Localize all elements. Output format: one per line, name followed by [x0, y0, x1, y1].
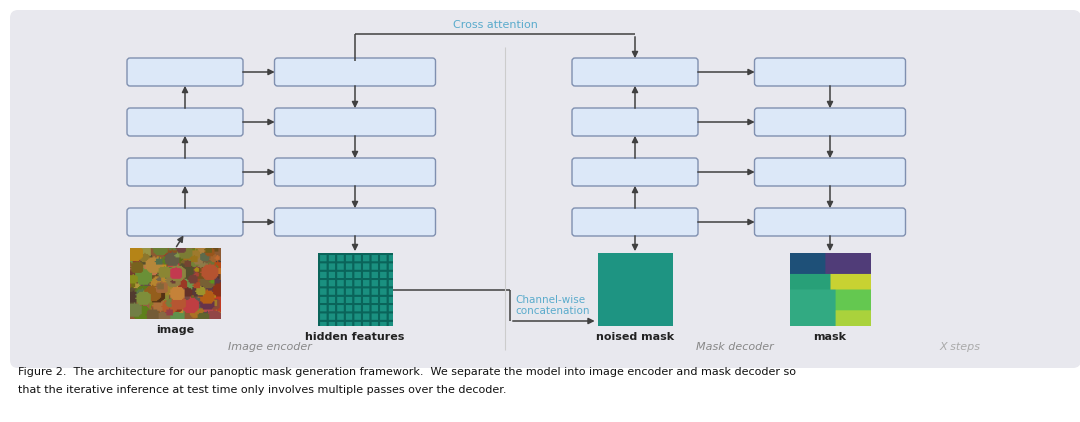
FancyBboxPatch shape — [572, 108, 698, 136]
Text: noised mask: noised mask — [596, 332, 674, 342]
Text: that the iterative inference at test time only involves multiple passes over the: that the iterative inference at test tim… — [18, 385, 507, 395]
Text: image: image — [156, 325, 194, 335]
FancyBboxPatch shape — [572, 58, 698, 86]
Text: Figure 2.  The architecture for our panoptic mask generation framework.  We sepa: Figure 2. The architecture for our panop… — [18, 367, 796, 377]
FancyBboxPatch shape — [127, 208, 243, 236]
Text: hidden features: hidden features — [306, 332, 405, 342]
Text: Channel-wise
concatenation: Channel-wise concatenation — [515, 295, 590, 316]
FancyBboxPatch shape — [274, 108, 435, 136]
Text: Cross attention: Cross attention — [453, 20, 538, 30]
FancyBboxPatch shape — [127, 58, 243, 86]
FancyBboxPatch shape — [10, 10, 1080, 368]
Text: mask: mask — [813, 332, 847, 342]
Text: X steps: X steps — [940, 342, 981, 352]
Text: Image encoder: Image encoder — [228, 342, 312, 352]
FancyBboxPatch shape — [274, 208, 435, 236]
FancyBboxPatch shape — [755, 58, 905, 86]
FancyBboxPatch shape — [572, 208, 698, 236]
FancyBboxPatch shape — [274, 58, 435, 86]
FancyBboxPatch shape — [755, 108, 905, 136]
FancyBboxPatch shape — [572, 158, 698, 186]
FancyBboxPatch shape — [755, 158, 905, 186]
FancyBboxPatch shape — [127, 108, 243, 136]
FancyBboxPatch shape — [755, 208, 905, 236]
FancyBboxPatch shape — [127, 158, 243, 186]
Text: Mask decoder: Mask decoder — [697, 342, 774, 352]
FancyBboxPatch shape — [274, 158, 435, 186]
